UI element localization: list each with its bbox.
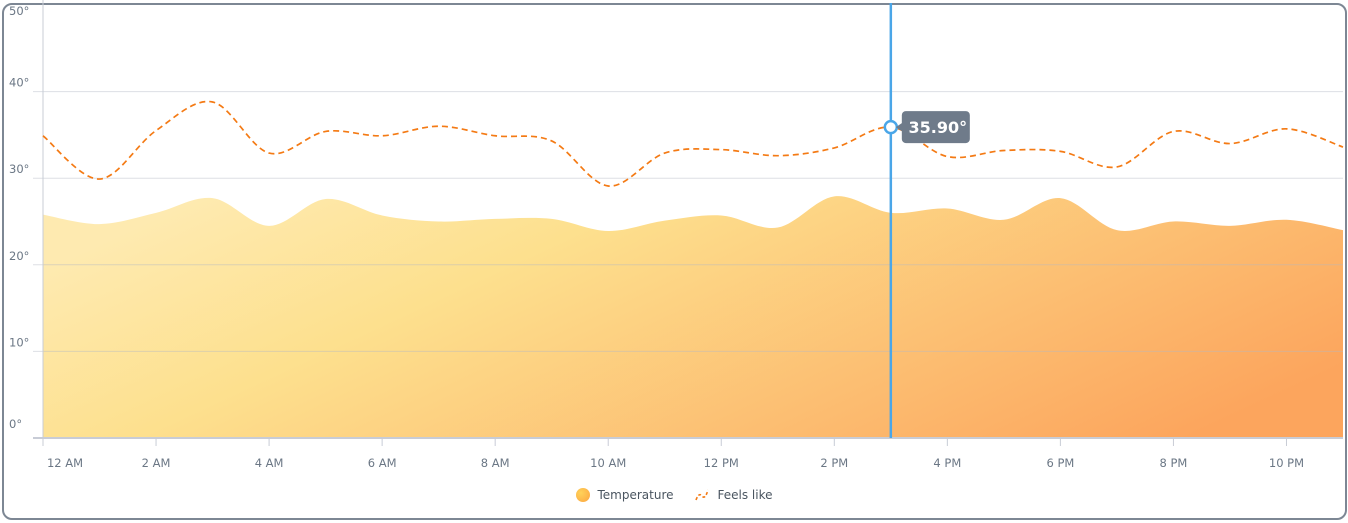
temperature-area xyxy=(43,196,1343,438)
y-tick-label: 30° xyxy=(9,162,29,176)
x-tick-label: 10 PM xyxy=(1269,456,1304,470)
x-tick-label: 6 AM xyxy=(368,456,397,470)
x-tick-label: 8 AM xyxy=(481,456,510,470)
temperature-dot-icon xyxy=(575,488,590,502)
legend-label-feels-like: Feels like xyxy=(717,488,773,502)
legend-item-feels-like[interactable]: Feels like xyxy=(694,488,773,502)
x-tick-label: 10 AM xyxy=(590,456,626,470)
feels-like-line-icon xyxy=(694,489,709,501)
x-tick-label: 2 AM xyxy=(142,456,171,470)
legend: Temperature Feels like xyxy=(0,488,1348,502)
feels-like-line xyxy=(42,100,1344,187)
x-tick-label: 12 PM xyxy=(704,456,739,470)
x-tick-label: 12 AM xyxy=(47,456,83,470)
x-tick-label: 4 PM xyxy=(933,456,961,470)
chart-frame xyxy=(2,3,1347,520)
y-tick-label: 50° xyxy=(9,4,29,18)
tooltip-box xyxy=(895,111,970,144)
legend-label-temperature: Temperature xyxy=(597,488,674,502)
legend-item-temperature[interactable]: Temperature xyxy=(575,488,674,502)
tooltip-value: 35.90° xyxy=(909,118,968,137)
x-tick-label: 6 PM xyxy=(1046,456,1074,470)
x-tick-label: 8 PM xyxy=(1160,456,1188,470)
y-tick-label: 10° xyxy=(9,335,29,349)
y-tick-label: 40° xyxy=(9,76,29,90)
x-tick-label: 2 PM xyxy=(820,456,848,470)
y-tick-label: 20° xyxy=(9,249,29,263)
y-tick-label: 0° xyxy=(9,417,22,431)
hover-point xyxy=(883,119,899,135)
x-tick-label: 4 AM xyxy=(255,456,284,470)
